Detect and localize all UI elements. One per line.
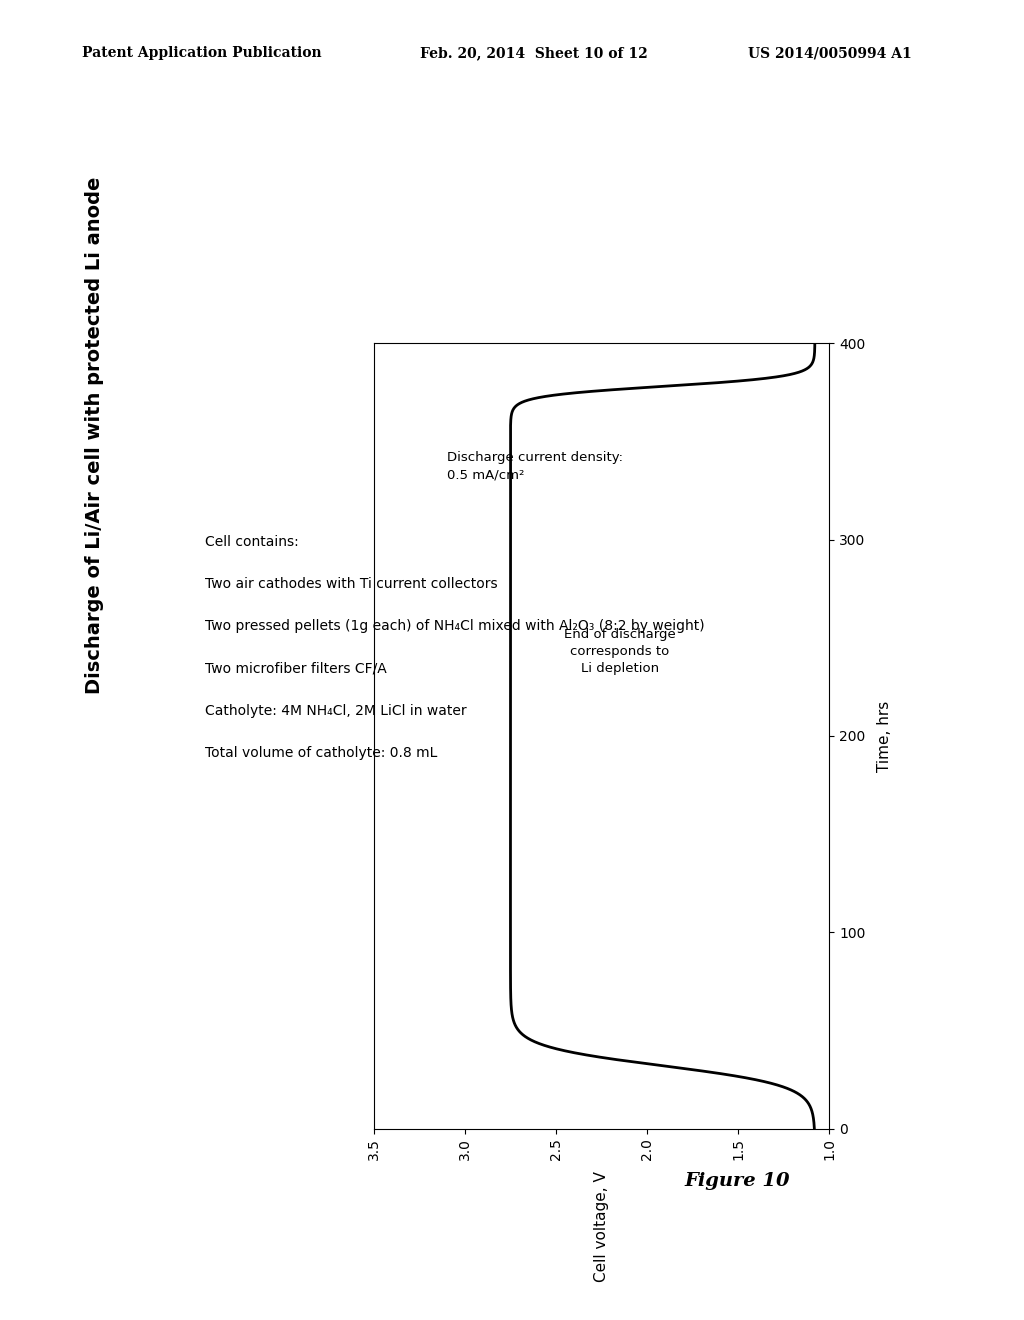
Text: US 2014/0050994 A1: US 2014/0050994 A1 [748,46,911,61]
Text: Total volume of catholyte: 0.8 mL: Total volume of catholyte: 0.8 mL [205,746,437,760]
Y-axis label: Time, hrs: Time, hrs [877,701,892,771]
Text: Feb. 20, 2014  Sheet 10 of 12: Feb. 20, 2014 Sheet 10 of 12 [420,46,647,61]
Text: Figure 10: Figure 10 [684,1172,791,1191]
Text: Discharge current density:
0.5 mA/cm²: Discharge current density: 0.5 mA/cm² [446,451,623,482]
Text: Two air cathodes with Ti current collectors: Two air cathodes with Ti current collect… [205,577,498,591]
Text: Catholyte: 4M NH₄Cl, 2M LiCl in water: Catholyte: 4M NH₄Cl, 2M LiCl in water [205,704,466,718]
Text: End of discharge
corresponds to
Li depletion: End of discharge corresponds to Li deple… [564,628,676,675]
Text: Cell contains:: Cell contains: [205,535,299,549]
Text: Two pressed pellets (1g each) of NH₄Cl mixed with Al₂O₃ (8:2 by weight): Two pressed pellets (1g each) of NH₄Cl m… [205,619,705,634]
X-axis label: Cell voltage, V: Cell voltage, V [594,1171,609,1282]
Text: Discharge of Li/Air cell with protected Li anode: Discharge of Li/Air cell with protected … [85,177,103,694]
Text: Patent Application Publication: Patent Application Publication [82,46,322,61]
Text: Two microfiber filters CF/A: Two microfiber filters CF/A [205,661,386,676]
